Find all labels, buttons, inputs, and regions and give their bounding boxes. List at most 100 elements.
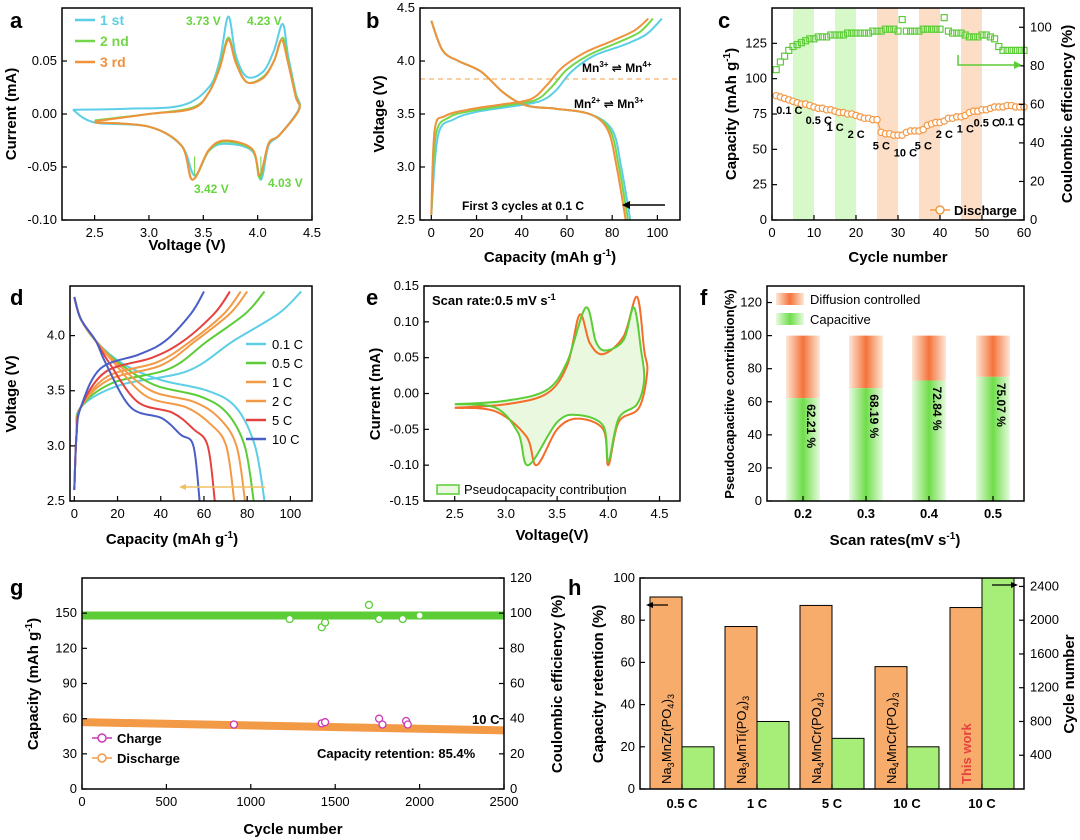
- efficiency-outlier-point: [285, 614, 294, 624]
- diffusion-bar-1: [786, 335, 820, 399]
- panel-c-ytick-label: 125: [745, 35, 767, 50]
- cycle-bar-2: [756, 720, 790, 790]
- legend-label-05C: 0.5 C: [272, 356, 303, 371]
- panel-c-xtick-label: 60: [1017, 225, 1031, 240]
- panel-b-ylabel: Voltage (V): [371, 75, 388, 152]
- rate-band-4: [919, 8, 940, 220]
- bar-name-label-3: Na4 MnCr(PO4 )3: [809, 693, 826, 784]
- cycle-bar-4: [906, 746, 940, 790]
- annotation-mn3-mn4: Mn3+ ⇌ Mn4+: [582, 60, 652, 75]
- diffusion-bar-3: [912, 335, 946, 381]
- arrow-head-icon: [622, 201, 630, 209]
- annotation-capacity-retention: Capacity retention: 85.4%: [317, 746, 476, 761]
- panel-c-ytick-label: 75: [753, 106, 767, 121]
- legend-marker-discharge-g: [97, 753, 107, 763]
- efficiency-point: [919, 25, 927, 33]
- cycle-bar-1: [681, 746, 715, 790]
- efficiency-outlier-point: [320, 618, 330, 627]
- panel-g-xlabel: Cycle number: [243, 821, 342, 838]
- legend-label-10C: 10 C: [272, 432, 299, 447]
- efficiency-point: [831, 31, 839, 39]
- cycle-bar-3: [831, 737, 865, 790]
- bar-name-label-4: Na4 MnCr(PO4 )3: [884, 693, 901, 784]
- efficiency-point: [965, 33, 974, 41]
- panel-f-xtick-label: 0.4: [920, 506, 939, 521]
- panel-h-ytick-label: 0: [628, 781, 635, 796]
- panel-a-ytick-label: 0.05: [32, 53, 57, 68]
- legend-label-capacitive: Capacitive: [810, 312, 871, 327]
- efficiency-point: [923, 25, 932, 33]
- panel-h-right-ytick-label: 800: [1030, 713, 1052, 728]
- efficiency-point: [785, 46, 793, 55]
- retention-bar-5: [949, 607, 983, 790]
- cv-curve-3: [94, 38, 301, 181]
- efficiency-point: [843, 29, 852, 37]
- panel-h-right-ytick-label: 2000: [1030, 612, 1059, 627]
- discharge-curve-01C: [73, 296, 266, 502]
- charge-outlier-point: [378, 720, 387, 729]
- panel-d-xtick-label: 100: [280, 506, 302, 521]
- panel-e-xlabel: Voltage(V): [515, 527, 588, 544]
- efficiency-point: [856, 29, 864, 37]
- pseudocapacity-area: [454, 307, 645, 466]
- panel-a-ylabel: Current (mA): [3, 68, 20, 161]
- efficiency-point: [776, 58, 785, 66]
- panel-g-ytick-label: 90: [63, 676, 77, 691]
- panel-f-xtick-label: 0.5: [984, 506, 1002, 521]
- panel-g-right-ytick-label: 120: [510, 570, 532, 585]
- panel-d-xtick-label: 80: [240, 506, 254, 521]
- panel-g-xtick-label: 0: [78, 794, 85, 809]
- efficiency-point: [806, 35, 814, 43]
- panel-c-right-ytick-label: 20: [1030, 173, 1044, 188]
- panel-letter-g: g: [10, 575, 23, 600]
- efficiency-point: [944, 27, 953, 35]
- legend-swatch-diffusion: [776, 293, 804, 305]
- panel-e-ytick-label: -0.05: [389, 421, 419, 436]
- efficiency-outlier-point: [415, 611, 424, 620]
- panel-a-ytick-label: 0.00: [32, 106, 57, 121]
- legend-label-01C: 0.1 C: [272, 337, 303, 352]
- panel-f-xlabel: Scan rates(mV s-1): [830, 531, 961, 549]
- panel-b-xlabel: Capacity (mAh g-1): [484, 248, 616, 266]
- panel-c-right-ytick-label: 80: [1030, 58, 1044, 73]
- panel-f-ytick-label: 60: [748, 394, 762, 409]
- panel-letter-h: h: [568, 575, 581, 600]
- efficiency-point: [898, 15, 906, 24]
- panel-e-xtick-label: 4.0: [599, 506, 617, 521]
- panel-g-ylabel-right: Coulombic efficiency (%): [549, 595, 566, 773]
- panel-f-xtick-label: 0.2: [794, 506, 812, 521]
- charge-curve-10C: [73, 290, 205, 491]
- panel-g-ytick-label: 0: [70, 781, 77, 796]
- panel-h-ytick-label: 20: [621, 739, 635, 754]
- efficiency-point: [814, 33, 822, 41]
- efficiency-point: [818, 33, 827, 41]
- panel-b-charge-discharge-chart: 0 20 40 60 80 100 2.5 3.0 3.5 4.0 4.5 Capacity (mA…: [371, 0, 681, 266]
- panel-h-comparison-chart: Na3 MnZr(PO4 )3 Na3 MnTi(PO4 )3 Na4 MnCr…: [590, 570, 1078, 811]
- panel-c-right-ytick-label: 60: [1030, 96, 1044, 111]
- legend-label-diffusion: Diffusion controlled: [810, 292, 920, 307]
- efficiency-point: [1011, 46, 1020, 55]
- panel-h-ytick-label: 40: [621, 697, 635, 712]
- discharge-curve-10C: [73, 296, 201, 502]
- rate-label: 5 C: [915, 140, 932, 152]
- panel-e-xtick-label: 2.5: [446, 506, 464, 521]
- efficiency-point: [877, 27, 885, 35]
- panel-a-xtick-label: 3.0: [140, 225, 158, 240]
- diffusion-bar-2: [849, 335, 883, 389]
- panel-f-frame: [766, 285, 1025, 502]
- panel-g-xtick-label: 500: [156, 794, 178, 809]
- panel-b-ytick-label: 3.5: [397, 106, 415, 121]
- panel-e-ytick-label: 0.15: [394, 278, 419, 293]
- retention-bar-4: [874, 666, 908, 790]
- panel-c-xtick-label: 30: [891, 225, 905, 240]
- annotation-mn2-mn3: Mn2+ ⇌ Mn3+: [574, 96, 644, 111]
- panel-c-ylabel: Capacity (mAh g-1): [722, 48, 740, 180]
- charge-curve-01C: [73, 290, 302, 491]
- panel-e-title: Scan rate:0.5 mV s-1: [432, 292, 556, 308]
- efficiency-point: [780, 52, 789, 60]
- panel-letter-e: e: [366, 285, 378, 310]
- panel-d-rate-voltage-chart: 0 20 40 60 80 100 2.5 3.0 3.5 4.0 Capacity (mAh g…: [3, 285, 313, 548]
- panel-f-ytick-label: 80: [748, 361, 762, 376]
- panel-g-right-ytick-label: 20: [510, 746, 524, 761]
